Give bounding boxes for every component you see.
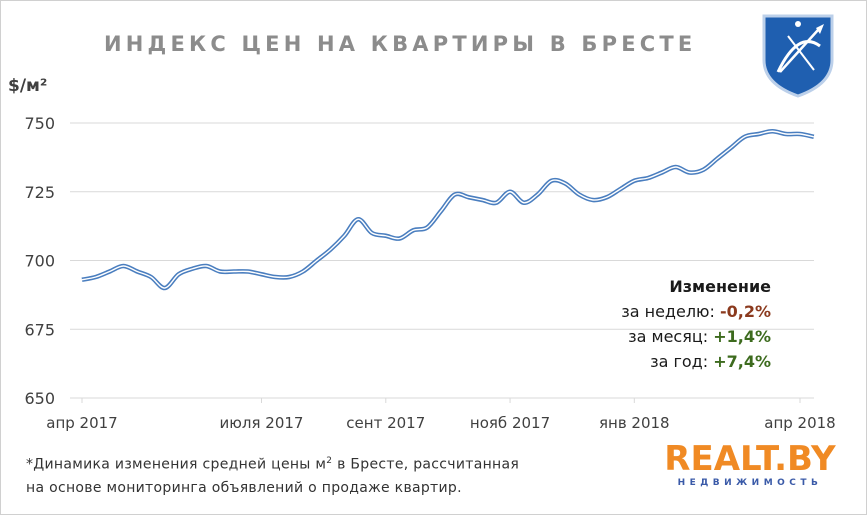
year-change-label: за год: xyxy=(650,352,714,371)
footnote-line-2: на основе мониторинга объявлений о прода… xyxy=(26,479,462,496)
chart-title: ИНДЕКС ЦЕН НА КВАРТИРЫ В БРЕСТЕ xyxy=(104,32,697,56)
change-stats-box: Изменение за неделю: -0,2% за месяц: +1,… xyxy=(621,274,771,374)
realt-logo[interactable]: REALT.BY НЕДВИЖИМОСТЬ xyxy=(660,441,840,488)
year-change-value: +7,4% xyxy=(713,352,771,371)
x-tick-label: янв 2018 xyxy=(599,414,670,432)
footnote-line-1: *Динамика изменения средней цены м2 в Бр… xyxy=(26,450,519,477)
series-line xyxy=(81,130,814,289)
series-layer xyxy=(81,129,815,291)
change-header: Изменение xyxy=(669,277,771,296)
footnote: *Динамика изменения средней цены м2 в Бр… xyxy=(26,450,519,500)
week-change-value: -0,2% xyxy=(719,302,771,321)
x-tick-label: апр 2018 xyxy=(764,414,835,432)
footnote-text-b: в Бресте, рассчитанная xyxy=(332,456,520,473)
y-tick-label: 750 xyxy=(24,114,55,133)
y-axis-ticks: 650 675 700 725 750 xyxy=(24,114,55,408)
x-tick-label: июля 2017 xyxy=(220,414,304,432)
footnote-text-a: *Динамика изменения средней цены м xyxy=(26,456,327,473)
series-line-outline xyxy=(81,129,815,291)
footnote-sup: 2 xyxy=(326,456,333,466)
x-tick-label: сент 2017 xyxy=(346,414,425,432)
logo-text: REALT.BY xyxy=(664,439,836,479)
month-change-label: за месяц: xyxy=(628,327,714,346)
y-axis-unit-label: $/м² xyxy=(8,76,48,96)
grid-lines xyxy=(70,122,814,399)
month-change-row: за месяц: +1,4% xyxy=(621,324,771,349)
x-tick-label: нояб 2017 xyxy=(470,414,550,432)
brest-coat-of-arms-icon xyxy=(762,14,834,98)
week-change-label: за неделю: xyxy=(621,302,720,321)
y-tick-label: 700 xyxy=(24,252,55,271)
year-change-row: за год: +7,4% xyxy=(621,349,771,374)
logo-subtitle: НЕДВИЖИМОСТЬ xyxy=(677,478,823,488)
x-axis-ticks: апр 2017 июля 2017 сент 2017 нояб 2017 янв 2… xyxy=(46,398,836,432)
y-tick-label: 675 xyxy=(24,320,55,339)
x-tick-label: апр 2017 xyxy=(46,414,117,432)
week-change-row: за неделю: -0,2% xyxy=(621,299,771,324)
month-change-value: +1,4% xyxy=(713,327,771,346)
y-tick-label: 725 xyxy=(24,183,55,202)
y-tick-label: 650 xyxy=(24,389,55,408)
